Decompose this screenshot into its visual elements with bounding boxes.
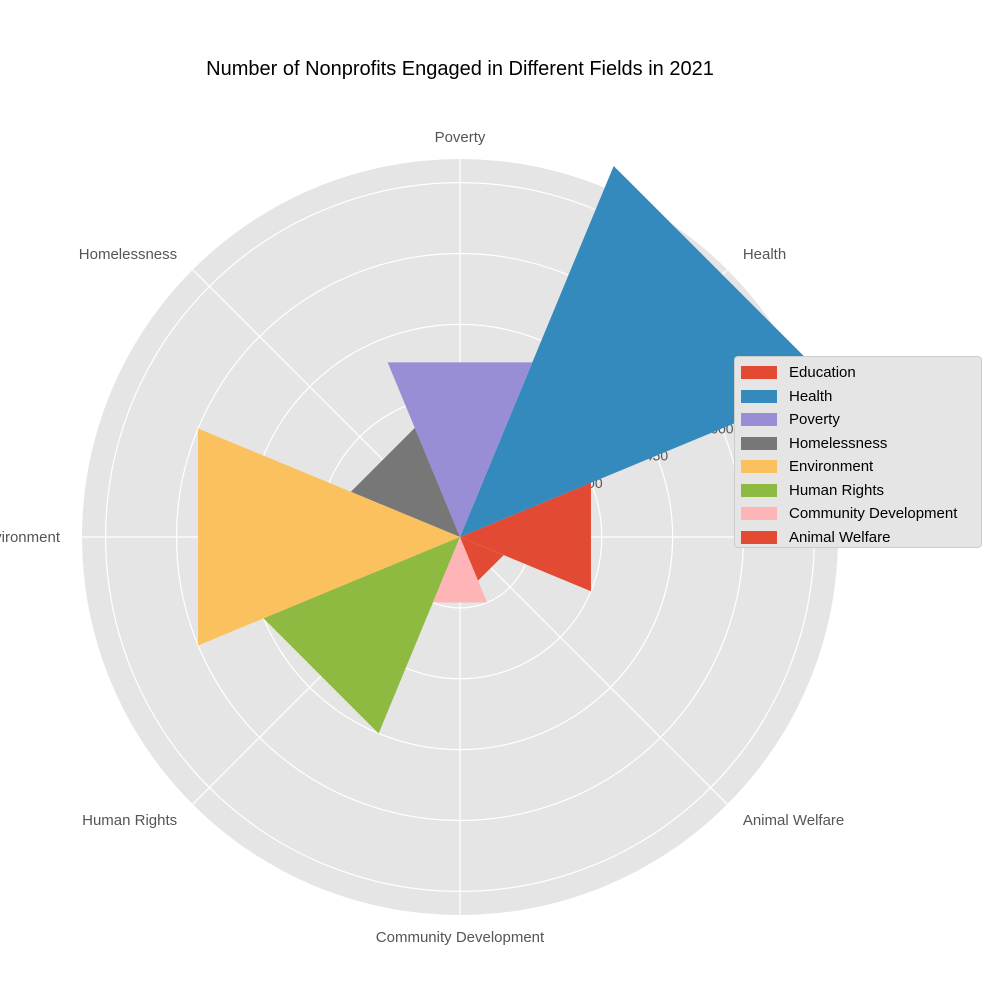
legend-swatch [741,530,777,544]
grid-spoke [459,536,728,805]
category-label: Poverty [435,129,486,146]
legend-item: Human Rights [741,479,975,503]
legend-swatch [741,389,777,403]
legend-swatch [741,413,777,427]
category-label: Homelessness [79,246,177,263]
legend-swatch [741,436,777,450]
bar-environment [198,428,461,646]
bar-health [460,165,832,537]
legend-item: Education [741,361,975,385]
legend-label: Poverty [789,411,840,429]
category-label: Health [743,246,786,263]
legend-list: Education Health Poverty Homelessness Enviro… [741,361,975,549]
legend-item: Homelessness [741,432,975,456]
legend-swatch [741,366,777,380]
legend-label: Animal Welfare [789,528,891,546]
legend-item: Community Development [741,502,975,526]
legend-label: Human Rights [789,481,885,499]
legend-label: Homelessness [789,434,888,452]
legend-swatch [741,483,777,497]
legend-item: Animal Welfare [741,526,975,550]
bar-community-development [432,537,488,603]
category-label: Human Rights [82,812,177,829]
category-label: Community Development [376,929,545,946]
chart-title: Number of Nonprofits Engaged in Differen… [206,58,714,80]
bar-education [460,482,591,592]
bar-human-rights [263,537,460,734]
legend-label: Health [789,387,833,405]
legend-item: Poverty [741,408,975,432]
bars [198,165,832,734]
bar-animal-welfare [460,537,504,581]
legend-item: Environment [741,455,975,479]
legend-label: Environment [789,458,874,476]
bar-poverty [387,362,533,537]
legend-swatch [741,507,777,521]
category-label: Animal Welfare [743,812,844,829]
bar-homelessness [350,427,460,537]
legend-label: Education [789,364,856,382]
legend-swatch [741,460,777,474]
legend-label: Community Development [789,505,958,523]
category-label: Environment [0,529,61,546]
legend: Education Health Poverty Homelessness Enviro… [734,356,982,548]
legend-item: Health [741,385,975,409]
